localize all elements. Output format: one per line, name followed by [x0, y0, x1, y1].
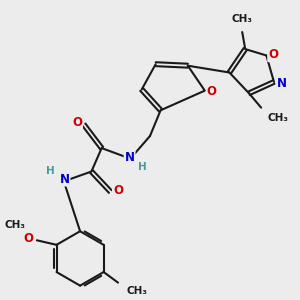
Text: CH₃: CH₃ — [232, 14, 253, 24]
Text: O: O — [72, 116, 82, 129]
Text: H: H — [46, 166, 55, 176]
Text: O: O — [24, 232, 34, 244]
Text: CH₃: CH₃ — [268, 113, 289, 123]
Text: O: O — [113, 184, 123, 197]
Text: N: N — [60, 172, 70, 186]
Text: O: O — [207, 85, 217, 98]
Text: H: H — [138, 162, 147, 172]
Text: CH₃: CH₃ — [4, 220, 26, 230]
Text: N: N — [124, 151, 135, 164]
Text: O: O — [268, 48, 278, 61]
Text: CH₃: CH₃ — [126, 286, 147, 296]
Text: N: N — [277, 77, 286, 90]
